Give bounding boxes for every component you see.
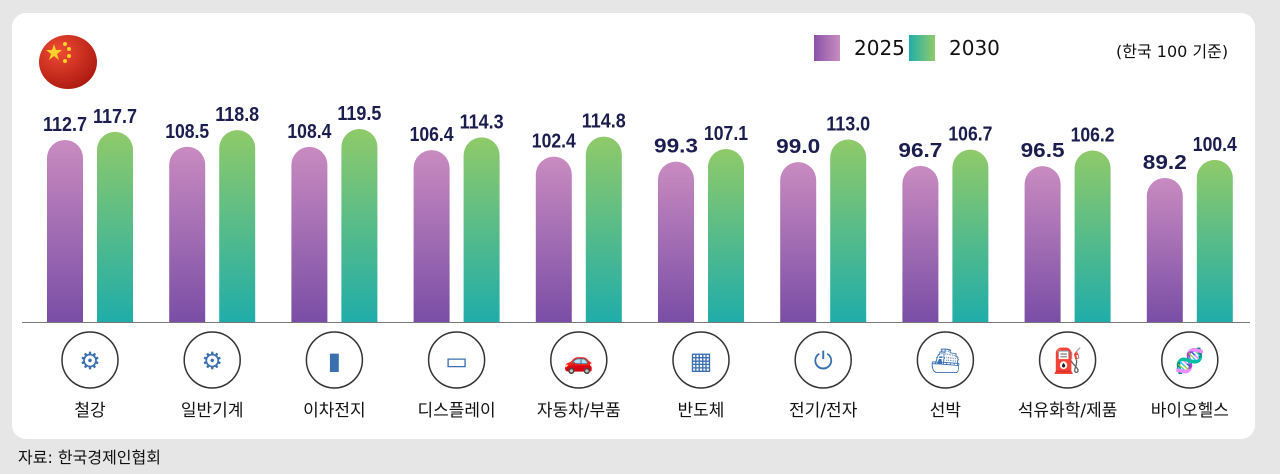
data-label-2025: 96.7 xyxy=(898,140,942,162)
category-label: 바이오헬스 xyxy=(1151,401,1229,421)
bar-2025 xyxy=(47,139,83,322)
gears-icon xyxy=(183,331,241,389)
dna-molecule-icon-glyph: 🧬 xyxy=(1175,346,1205,375)
steel-grinder-icon xyxy=(61,331,119,389)
bar-2030 xyxy=(708,149,744,322)
display-devices-icon-glyph: ▭ xyxy=(445,347,468,375)
category-label: 디스플레이 xyxy=(417,401,495,421)
bar-2025 xyxy=(169,146,206,322)
category-label: 전기/전자 xyxy=(789,401,858,421)
bar-2025 xyxy=(1146,177,1183,322)
data-label-2030: 113.0 xyxy=(826,114,870,136)
category-label: 반도체 xyxy=(678,401,725,421)
ship-icon xyxy=(916,331,975,389)
data-label-2025: 89.2 xyxy=(1143,152,1187,174)
legend-swatch-2030 xyxy=(909,35,935,61)
bar-2030 xyxy=(830,139,867,322)
battery-icon xyxy=(305,331,364,389)
steel-grinder-icon-glyph: ⚙ xyxy=(79,347,101,375)
china-flag-icon xyxy=(39,35,97,89)
battery-icon-glyph: ▮ xyxy=(328,347,341,375)
category-label: 자동차/부품 xyxy=(537,401,621,421)
category-label: 이차전지 xyxy=(303,401,366,421)
category-label: 선박 xyxy=(930,401,962,421)
data-label-2030: 117.7 xyxy=(93,106,137,128)
legend-label-2025: 2025 xyxy=(854,36,905,60)
legend-swatch-2025 xyxy=(814,35,840,61)
category-label: 일반기계 xyxy=(181,401,244,421)
bar-2025 xyxy=(780,162,817,322)
car-icon xyxy=(550,331,608,389)
bar-2030 xyxy=(1074,150,1111,322)
data-label-2025: 106.4 xyxy=(410,124,455,146)
data-label-2025: 99.0 xyxy=(776,136,820,158)
bar-2030 xyxy=(219,130,256,322)
legend-2025: 2025 xyxy=(814,35,905,61)
data-label-2030: 106.7 xyxy=(948,124,992,146)
data-label-2025: 112.7 xyxy=(43,114,87,136)
legend-2030: 2030 xyxy=(909,35,1000,61)
bar-2030 xyxy=(341,129,378,322)
data-label-2030: 114.8 xyxy=(582,111,626,133)
data-label-2030: 107.1 xyxy=(704,123,748,145)
bar-2025 xyxy=(902,165,939,322)
gears-icon-glyph: ⚙ xyxy=(201,347,223,375)
bar-2030 xyxy=(1196,159,1233,322)
plug-icon-glyph: ⏻ xyxy=(814,347,833,375)
data-label-2025: 108.5 xyxy=(165,121,209,143)
chip-icon-glyph: ▦ xyxy=(690,347,713,375)
data-label-2030: 114.3 xyxy=(460,111,504,133)
oil-can-icon xyxy=(1038,331,1097,389)
data-label-2025: 99.3 xyxy=(654,136,698,158)
display-devices-icon xyxy=(427,331,486,389)
bar-2030 xyxy=(585,136,622,322)
data-label-2030: 106.2 xyxy=(1071,124,1115,146)
unit-note: (한국 100 기준) xyxy=(1116,42,1229,61)
bar-2025 xyxy=(535,156,572,322)
bar-2025 xyxy=(1024,166,1061,322)
dna-molecule-icon xyxy=(1161,331,1219,389)
plug-icon xyxy=(794,331,852,389)
bar-2030 xyxy=(463,137,500,322)
data-label-2025: 96.5 xyxy=(1021,140,1065,162)
bar-2025 xyxy=(413,150,450,322)
legend-label-2030: 2030 xyxy=(949,36,1000,60)
data-label-2025: 102.4 xyxy=(532,131,577,153)
ship-icon-glyph: ⛴ xyxy=(930,347,960,375)
oil-can-icon-glyph: ⛽ xyxy=(1053,347,1083,375)
bar-2025 xyxy=(291,146,328,322)
source-note: 자료: 한국경제인협회 xyxy=(18,448,161,467)
bar-2025 xyxy=(658,161,694,322)
chip-icon xyxy=(672,331,730,389)
bar-2030 xyxy=(97,131,133,322)
bar-2030 xyxy=(952,149,989,322)
car-icon-glyph: 🚗 xyxy=(564,347,594,375)
data-label-2025: 108.4 xyxy=(287,121,332,143)
data-label-2030: 118.8 xyxy=(215,104,259,126)
data-label-2030: 100.4 xyxy=(1193,134,1238,156)
category-label: 철강 xyxy=(74,401,106,421)
data-label-2030: 119.5 xyxy=(337,103,381,125)
category-label: 석유화학/제품 xyxy=(1018,401,1118,421)
